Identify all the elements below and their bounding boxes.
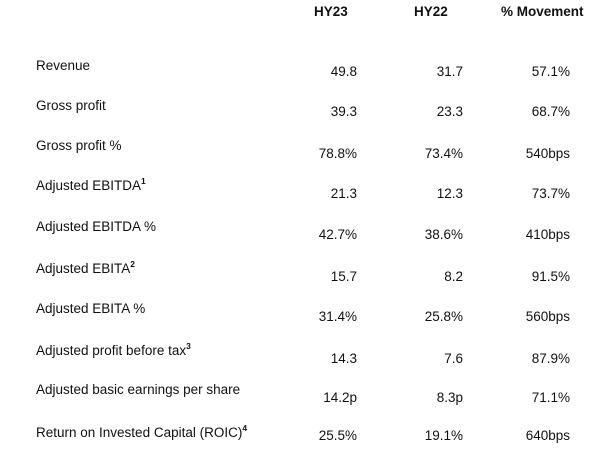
table-row: Adjusted basic earnings per share 14.2p …: [0, 382, 606, 405]
cell-hy23: 15.7: [330, 269, 357, 284]
cell-movement: 57.1%: [531, 64, 570, 79]
footnote-marker: 3: [186, 340, 191, 351]
row-label: Return on Invested Capital (ROIC)4: [36, 422, 248, 440]
row-label: Adjusted basic earnings per share: [36, 382, 241, 397]
table-header: HY23 HY22 % Movement: [0, 4, 606, 22]
row-label: Gross profit %: [36, 138, 122, 153]
column-header-hy23: HY23: [314, 4, 348, 19]
footnote-marker: 2: [130, 258, 136, 269]
table-row: Gross profit 39.3 23.3 68.7%: [0, 98, 606, 120]
row-label: Adjusted EBITA %: [36, 301, 146, 316]
cell-hy23: 31.4%: [318, 309, 357, 324]
row-label: Adjusted profit before tax3: [36, 340, 191, 358]
cell-hy23: 14.3: [330, 351, 357, 366]
cell-hy23: 14.2p: [323, 390, 357, 405]
cell-movement: 640bps: [525, 428, 570, 443]
cell-hy23: 42.7%: [318, 227, 357, 242]
cell-movement: 560bps: [525, 309, 570, 324]
table-row: Gross profit % 78.8% 73.4% 540bps: [0, 138, 606, 161]
table-row: Adjusted EBITDA % 42.7% 38.6% 410bps: [0, 219, 606, 242]
row-label: Adjusted EBITA2: [36, 258, 136, 276]
cell-hy22: 19.1%: [424, 428, 463, 443]
table-row: Revenue 49.8 31.7 57.1%: [0, 58, 606, 80]
cell-hy23: 21.3: [330, 186, 357, 201]
column-header-hy22: HY22: [414, 4, 448, 19]
cell-hy23: 25.5%: [318, 428, 357, 443]
cell-hy22: 8.2: [444, 269, 463, 284]
cell-hy23: 78.8%: [318, 146, 357, 161]
table-row: Adjusted EBITDA1 21.3 12.3 73.7%: [0, 175, 606, 201]
cell-movement: 68.7%: [531, 104, 570, 119]
cell-hy23: 39.3: [330, 104, 357, 119]
row-label: Gross profit: [36, 98, 106, 113]
row-label: Adjusted EBITDA %: [36, 219, 157, 234]
cell-movement: 91.5%: [531, 269, 570, 284]
cell-hy22: 38.6%: [424, 227, 463, 242]
cell-hy22: 31.7: [436, 64, 463, 79]
cell-hy22: 23.3: [436, 104, 463, 119]
cell-movement: 410bps: [525, 227, 570, 242]
table-row: Adjusted EBITA % 31.4% 25.8% 560bps: [0, 301, 606, 324]
cell-hy22: 7.6: [444, 351, 463, 366]
table-row: Return on Invested Capital (ROIC)4 25.5%…: [0, 422, 606, 447]
row-label: Revenue: [36, 58, 91, 73]
column-header-movement: % Movement: [501, 4, 584, 19]
cell-movement: 73.7%: [531, 186, 570, 201]
cell-movement: 71.1%: [531, 390, 570, 405]
cell-hy22: 73.4%: [424, 146, 463, 161]
table-row: Adjusted profit before tax3 14.3 7.6 87.…: [0, 340, 606, 366]
cell-movement: 540bps: [525, 146, 570, 161]
cell-hy22: 12.3: [436, 186, 463, 201]
table-row: Adjusted EBITA2 15.7 8.2 91.5%: [0, 258, 606, 284]
cell-movement: 87.9%: [531, 351, 570, 366]
cell-hy22: 8.3p: [436, 390, 463, 405]
cell-hy23: 49.8: [330, 64, 357, 79]
footnote-marker: 1: [141, 175, 146, 186]
row-label: Adjusted EBITDA1: [36, 175, 146, 193]
footnote-marker: 4: [242, 422, 248, 433]
cell-hy22: 25.8%: [424, 309, 463, 324]
